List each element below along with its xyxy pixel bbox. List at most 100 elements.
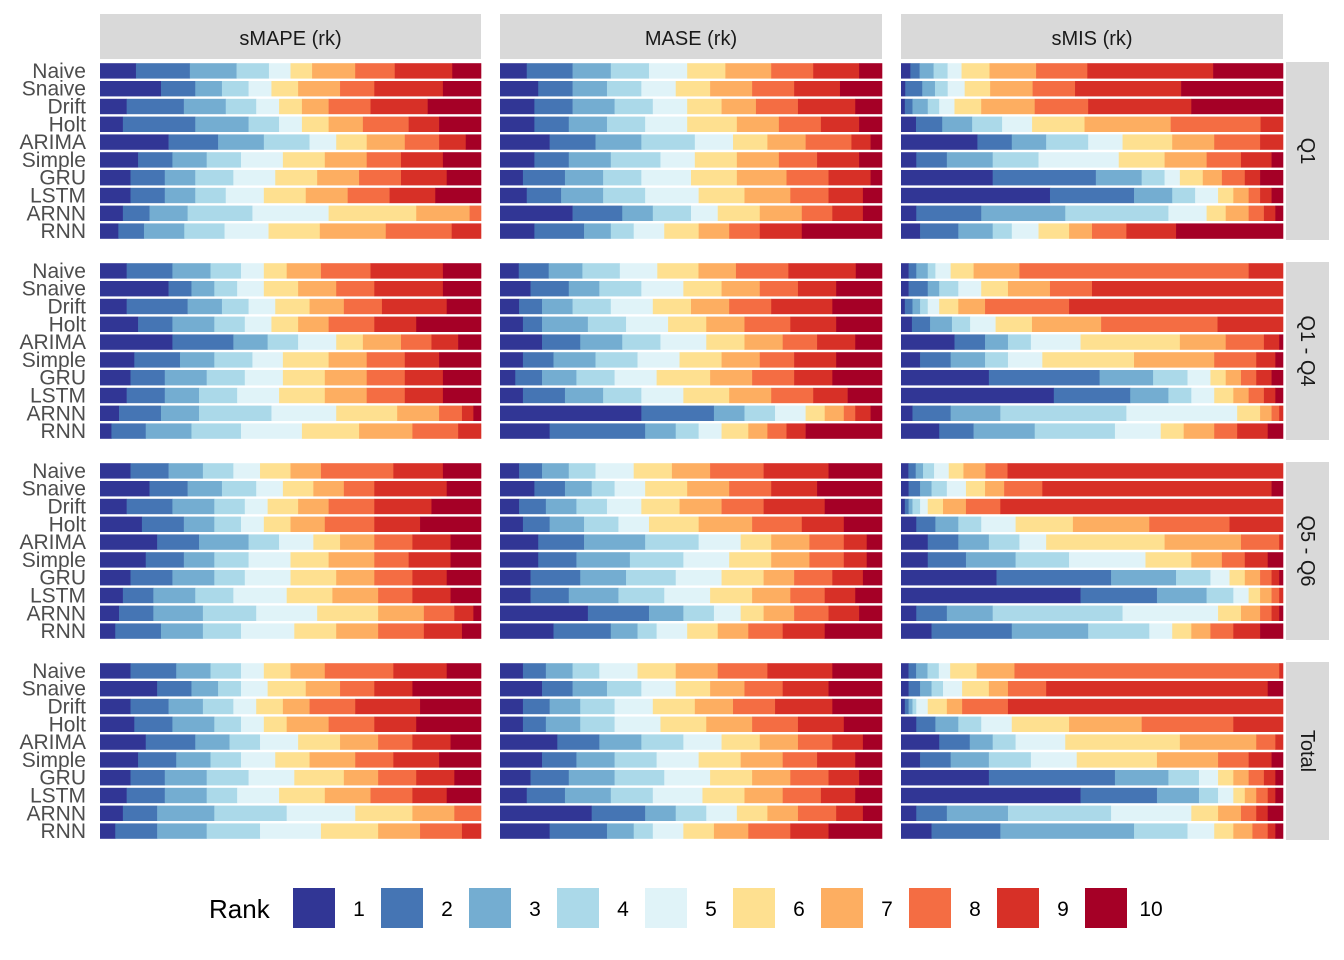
bar-segment-simple-rank-5 [240, 152, 284, 168]
bar-segment-snaive-rank-4 [931, 481, 948, 497]
bar-segment-lstm-rank-9 [1267, 787, 1276, 804]
bar-segment-drift-rank-2 [126, 298, 188, 315]
bar-segment-snaive-rank-4 [606, 681, 642, 697]
bar-segment-rnn-rank-7 [378, 823, 421, 839]
bar-segment-holt-rank-10 [416, 716, 482, 732]
bar-segment-simple-rank-8 [809, 552, 845, 568]
bar-segment-arima-rank-2 [542, 334, 581, 350]
bar-segment-arima-rank-4 [1007, 334, 1032, 350]
bar-segment-snaive-rank-4 [221, 81, 249, 97]
bar-segment-drift-rank-5 [614, 698, 654, 715]
bar-segment-arima-rank-5 [698, 534, 741, 550]
bar-segment-arima-rank-6 [740, 534, 772, 550]
bar-segment-rnn-rank-6 [320, 823, 379, 839]
bar-segment-arnn-rank-5 [1126, 405, 1238, 421]
bar-segment-holt-rank-2 [138, 316, 173, 332]
bar-segment-rnn-rank-6 [268, 223, 321, 239]
bar-segment-simple-rank-6 [1042, 352, 1135, 368]
bar-segment-simple-rank-10 [1267, 552, 1284, 568]
bar-segment-rnn-rank-9 [759, 223, 803, 239]
bar-segment-drift-rank-9 [1000, 498, 1284, 515]
bar-segment-arnn-rank-10 [1275, 205, 1284, 221]
bar-segment-rnn-rank-5 [260, 823, 322, 839]
bar-segment-simple-rank-3 [553, 352, 596, 368]
bar-segment-arima-rank-7 [362, 334, 402, 350]
bar-segment-arnn-rank-9 [1256, 805, 1269, 821]
bar-segment-arima-rank-4 [229, 734, 261, 750]
bar-segment-drift-rank-6 [641, 498, 680, 515]
bar-segment-arima-rank-4 [641, 734, 684, 750]
bar-segment-holt-rank-6 [1011, 716, 1070, 732]
bar-segment-snaive-rank-6 [263, 281, 299, 297]
bar-segment-drift-rank-8 [985, 298, 1070, 315]
bar-segment-lstm-rank-1 [100, 387, 127, 404]
bar-segment-arima-rank-1 [500, 534, 539, 550]
bar-segment-gru-rank-6 [282, 370, 326, 386]
bar-segment-snaive-rank-3 [927, 281, 940, 297]
bar-segment-gru-rank-5 [233, 170, 276, 186]
bar-segment-snaive-rank-2 [530, 281, 570, 297]
bar-segment-snaive-rank-5 [947, 81, 965, 97]
bar-segment-holt-rank-6 [1015, 516, 1074, 532]
bar-segment-simple-rank-9 [1248, 752, 1272, 768]
bar-segment-drift-rank-10 [446, 298, 482, 315]
bar-segment-rnn-rank-4 [191, 423, 242, 439]
bar-segment-drift-rank-4 [202, 698, 234, 715]
bar-segment-simple-rank-10 [1275, 352, 1284, 368]
bar-segment-arnn-rank-2 [591, 805, 646, 821]
bar-segment-lstm-rank-1 [100, 187, 131, 204]
bar-segment-lstm-rank-3 [1134, 187, 1173, 204]
bar-segment-arima-rank-7 [767, 134, 806, 150]
bar-segment-holt-rank-9 [801, 516, 845, 532]
bar-segment-naive-rank-9 [763, 463, 829, 479]
bar-segment-naive-rank-2 [130, 463, 169, 479]
bar-segment-snaive-rank-9 [374, 81, 444, 97]
bar-segment-gru-rank-10 [859, 770, 883, 786]
bar-segment-simple-rank-7 [309, 752, 356, 768]
bar-segment-naive-rank-5 [947, 63, 962, 79]
bar-segment-drift-rank-7 [301, 98, 329, 115]
bar-segment-drift-rank-2 [904, 498, 909, 515]
bar-segment-naive-rank-9 [788, 263, 857, 279]
bar-segment-lstm-rank-4 [195, 587, 234, 604]
bar-segment-arima-rank-9 [439, 134, 467, 150]
bar-segment-arnn-rank-5 [1111, 805, 1192, 821]
bar-segment-naive-rank-6 [263, 663, 291, 679]
bar-segment-simple-rank-10 [442, 152, 482, 168]
bar-segment-lstm-rank-1 [100, 587, 124, 604]
bar-segment-simple-rank-7 [1134, 352, 1215, 368]
bar-segment-arnn-rank-2 [119, 605, 154, 621]
bar-segment-arima-rank-3 [969, 734, 993, 750]
bar-segment-arima-rank-9 [1260, 134, 1284, 150]
bar-segment-rnn-rank-10 [1260, 623, 1284, 639]
bar-segment-naive-rank-7 [725, 63, 772, 79]
bar-segment-simple-rank-2 [522, 352, 554, 368]
bar-segment-rnn-rank-2 [115, 623, 162, 639]
bar-segment-arnn-rank-6 [740, 605, 764, 621]
model-label-lstm: LSTM [30, 185, 86, 208]
bar-segment-arnn-rank-3 [157, 805, 215, 821]
bar-segment-rnn-rank-9 [1126, 223, 1177, 239]
bar-segment-simple-rank-2 [542, 752, 577, 768]
bar-segment-lstm-rank-5 [1195, 187, 1219, 204]
bar-segment-gru-rank-6 [710, 770, 753, 786]
bar-segment-lstm-rank-6 [698, 187, 745, 204]
bar-segment-naive-rank-7 [286, 263, 322, 279]
bar-segment-holt-rank-9 [1217, 316, 1284, 332]
bar-segment-rnn-rank-5 [224, 223, 269, 239]
bar-segment-arnn-rank-9 [454, 605, 474, 621]
bar-segment-gru-rank-1 [901, 170, 993, 186]
bar-segment-gru-rank-3 [164, 370, 207, 386]
strip-label-mase-rk: MASE (rk) [645, 28, 737, 50]
bar-segment-holt-rank-8 [752, 516, 803, 532]
bar-segment-simple-rank-4 [595, 352, 638, 368]
bar-segment-naive-rank-5 [935, 263, 951, 279]
bar-segment-arnn-rank-8 [1248, 205, 1265, 221]
bar-segment-snaive-rank-9 [782, 681, 829, 697]
bar-segment-drift-rank-5 [606, 498, 642, 515]
bar-segment-holt-rank-1 [500, 516, 524, 532]
bar-segment-arnn-rank-5 [1168, 205, 1207, 221]
bar-segment-rnn-rank-7 [1233, 823, 1253, 839]
bar-segment-arima-rank-1 [500, 734, 558, 750]
bar-segment-simple-rank-4 [610, 152, 661, 168]
